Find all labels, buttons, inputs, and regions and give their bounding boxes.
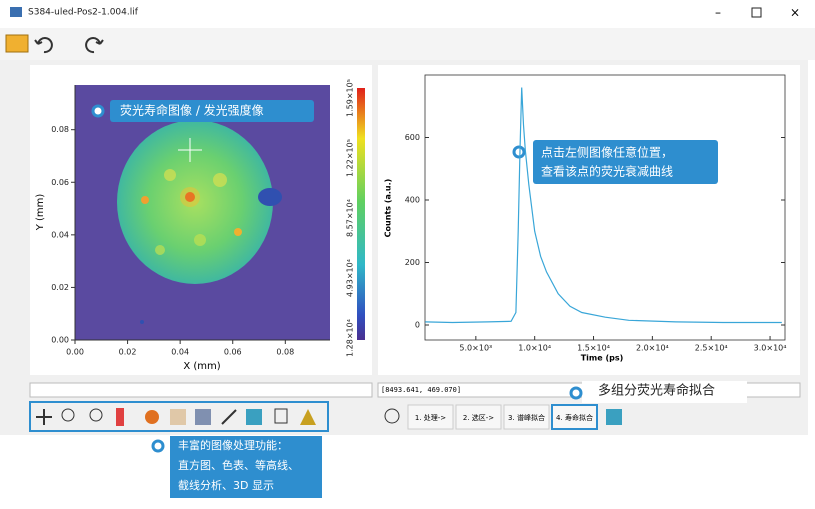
callout-text: 点击左侧图像任意位置， xyxy=(541,145,673,160)
callout-box xyxy=(110,100,314,122)
y-tick-label: 0.08 xyxy=(51,125,69,134)
workflow-button-label: 4. 寿命拟合 xyxy=(556,413,593,422)
y-axis-label: Counts (a.u.) xyxy=(384,179,393,238)
histogram-tool[interactable] xyxy=(116,408,124,426)
colorbar-label: 1.22×10⁵ xyxy=(346,139,355,177)
x-axis-label: Time (ps) xyxy=(581,354,624,363)
callout-text: 截线分析、3D 显示 xyxy=(178,478,274,492)
callout-dot xyxy=(151,439,165,453)
y-tick-label: 200 xyxy=(405,258,420,267)
toolbar xyxy=(0,28,815,60)
open-button[interactable] xyxy=(5,34,29,53)
cursor-readout: [8493.641, 469.070] xyxy=(381,386,461,394)
zoom-out-tool[interactable] xyxy=(89,408,103,422)
workflow-button-label: 2. 选区-> xyxy=(463,413,494,422)
x-tick-label: 0.06 xyxy=(224,348,242,357)
x-tick-label: 5.0×10³ xyxy=(459,344,492,353)
plot-frame xyxy=(424,74,786,341)
x-tick-label: 3.0×10⁴ xyxy=(754,344,787,353)
y-tick-label: 600 xyxy=(405,133,420,142)
callout-box xyxy=(533,140,718,184)
y-tick-label: 400 xyxy=(405,196,420,205)
zoom-tool[interactable] xyxy=(61,408,75,422)
contour-tool[interactable] xyxy=(195,409,211,425)
x-tick-label: 1.5×10⁴ xyxy=(577,344,610,353)
export-tool[interactable] xyxy=(246,409,262,425)
x-tick-label: 1.0×10⁴ xyxy=(518,344,551,353)
colorbar-label: 1.28×10⁴ xyxy=(346,319,355,357)
export-tool[interactable] xyxy=(606,409,622,425)
status-bar xyxy=(29,382,373,398)
tool-group xyxy=(29,401,329,432)
workflow-button-label: 1. 处理-> xyxy=(415,413,446,422)
maximize[interactable] xyxy=(751,7,762,18)
3d-tool[interactable] xyxy=(300,409,316,425)
x-tick-label: 2.0×10⁴ xyxy=(636,344,669,353)
callout-text: 多组分荧光寿命拟合 xyxy=(598,383,715,399)
workflow-button[interactable] xyxy=(407,404,454,430)
window-title: S384-uled-Pos2-1.004.lif xyxy=(28,8,139,18)
undo-button[interactable] xyxy=(34,37,53,54)
crosshair-tool[interactable] xyxy=(36,409,52,425)
x-tick-label: 0.08 xyxy=(276,348,294,357)
callout-box xyxy=(582,381,747,403)
callout-text: 荧光寿命图像 / 发光强度像 xyxy=(120,103,264,118)
x-tick-label: 0.02 xyxy=(119,348,137,357)
decay-panel xyxy=(378,65,800,375)
app-icon xyxy=(10,7,22,17)
colorbar xyxy=(357,88,365,340)
workflow-button[interactable] xyxy=(455,404,502,430)
x-tick-label: 2.5×10⁴ xyxy=(695,344,728,353)
y-tick-label: 0 xyxy=(415,321,420,330)
colorbar-label: 4.93×10⁴ xyxy=(346,259,355,297)
minimize[interactable]: – xyxy=(715,6,721,20)
decay-curve xyxy=(425,87,782,324)
y-tick-label: 0.06 xyxy=(51,178,69,187)
y-tick-label: 0.00 xyxy=(51,336,69,345)
close[interactable]: × xyxy=(790,6,800,20)
y-axis-label: Y (mm) xyxy=(35,194,46,232)
callout-box xyxy=(170,436,322,498)
callout-text: 直方图、色表、等高线、 xyxy=(178,458,299,472)
callout-text: 丰富的图像处理功能： xyxy=(178,438,288,452)
x-axis-label: X (mm) xyxy=(183,361,220,372)
callout-dot xyxy=(569,386,583,400)
y-tick-label: 0.04 xyxy=(51,230,69,239)
colorbar-label: 8.57×10⁴ xyxy=(346,199,355,237)
image-features xyxy=(140,138,282,324)
tool-icons xyxy=(36,408,316,426)
workflow-button-label: 3. 谱峰拟合 xyxy=(508,413,545,422)
texture-tool[interactable] xyxy=(170,409,186,425)
colormap-tool[interactable] xyxy=(145,410,159,424)
x-tick-label: 0.00 xyxy=(66,348,84,357)
x-tick-label: 0.04 xyxy=(171,348,189,357)
overlay-tool[interactable] xyxy=(274,408,288,424)
workflow-button[interactable] xyxy=(503,404,550,430)
line-profile-tool[interactable] xyxy=(221,409,237,425)
y-tick-label: 0.02 xyxy=(51,283,69,292)
callout-text: 查看该点的荧光衰减曲线 xyxy=(541,164,673,179)
callout-dot xyxy=(91,104,105,118)
colorbar-label: 1.59×10⁵ xyxy=(346,79,355,117)
zoom-tool[interactable] xyxy=(384,408,400,424)
redo-button[interactable] xyxy=(85,37,104,54)
callout-dot xyxy=(512,145,526,159)
workflow-button[interactable] xyxy=(551,404,598,430)
